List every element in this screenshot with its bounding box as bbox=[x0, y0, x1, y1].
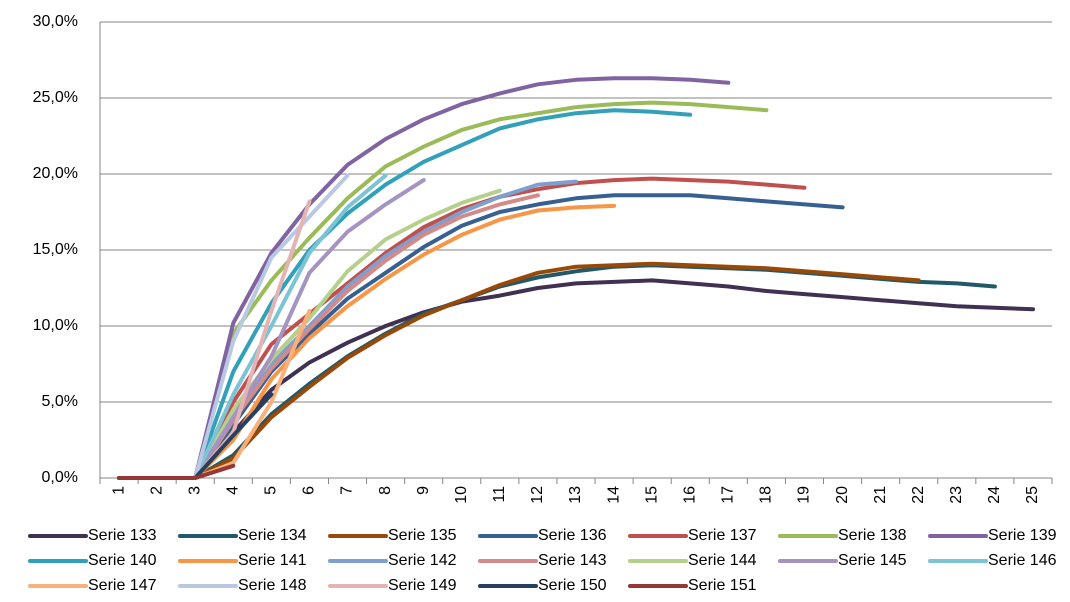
x-tick-label: 11 bbox=[491, 486, 508, 503]
series-line bbox=[117, 76, 731, 480]
legend-label: Serie 148 bbox=[238, 577, 307, 594]
legend-label: Serie 133 bbox=[88, 527, 157, 544]
x-tick-label: 18 bbox=[758, 486, 775, 504]
x-tick-label: 8 bbox=[377, 486, 394, 495]
legend-label: Serie 140 bbox=[88, 552, 157, 569]
legend-label: Serie 134 bbox=[238, 527, 307, 544]
x-tick-label: 25 bbox=[1024, 486, 1041, 504]
legend-label: Serie 142 bbox=[388, 552, 457, 569]
legend-label: Serie 136 bbox=[538, 527, 607, 544]
x-tick-label: 5 bbox=[263, 486, 280, 495]
y-tick-label: 30,0% bbox=[33, 13, 78, 30]
series-line bbox=[117, 278, 1035, 480]
x-tick-label: 24 bbox=[986, 486, 1003, 504]
x-tick-label: 23 bbox=[948, 486, 965, 504]
series-line bbox=[117, 108, 693, 480]
series-line bbox=[117, 463, 236, 480]
y-tick-label: 5,0% bbox=[42, 393, 78, 410]
legend-label: Serie 151 bbox=[688, 577, 757, 594]
x-tick-label: 13 bbox=[567, 486, 584, 504]
y-tick-label: 25,0% bbox=[33, 89, 78, 106]
x-tick-label: 14 bbox=[605, 486, 622, 504]
x-tick-label: 15 bbox=[643, 486, 660, 504]
series-line bbox=[117, 261, 921, 480]
legend-label: Serie 146 bbox=[988, 552, 1057, 569]
legend-label: Serie 150 bbox=[538, 577, 607, 594]
y-tick-label: 0,0% bbox=[42, 469, 78, 486]
series-line bbox=[117, 193, 845, 480]
y-tick-label: 10,0% bbox=[33, 317, 78, 334]
series-line bbox=[117, 176, 807, 480]
x-tick-label: 4 bbox=[224, 486, 241, 495]
legend-label: Serie 141 bbox=[238, 552, 307, 569]
x-tick-label: 3 bbox=[186, 486, 203, 495]
x-tick-label: 12 bbox=[529, 486, 546, 504]
x-tick-label: 16 bbox=[681, 486, 698, 504]
legend-label: Serie 143 bbox=[538, 552, 607, 569]
x-tick-label: 10 bbox=[453, 486, 470, 504]
x-tick-label: 1 bbox=[110, 486, 127, 495]
x-tick-label: 9 bbox=[415, 486, 432, 495]
y-tick-label: 15,0% bbox=[33, 241, 78, 258]
x-tick-label: 22 bbox=[910, 486, 927, 504]
x-tick-label: 19 bbox=[796, 486, 813, 504]
x-tick-label: 2 bbox=[148, 486, 165, 495]
legend-label: Serie 137 bbox=[688, 527, 757, 544]
x-tick-label: 6 bbox=[301, 486, 318, 495]
x-tick-label: 7 bbox=[339, 486, 356, 495]
x-tick-label: 20 bbox=[834, 486, 851, 504]
legend-label: Serie 139 bbox=[988, 527, 1057, 544]
x-tick-label: 17 bbox=[720, 486, 737, 504]
y-tick-label: 20,0% bbox=[33, 165, 78, 182]
legend-label: Serie 144 bbox=[688, 552, 757, 569]
series-line bbox=[117, 179, 578, 480]
legend-label: Serie 135 bbox=[388, 527, 457, 544]
legend-label: Serie 138 bbox=[838, 527, 907, 544]
x-tick-label: 21 bbox=[872, 486, 889, 504]
series-line bbox=[117, 193, 540, 480]
legend-label: Serie 145 bbox=[838, 552, 907, 569]
legend-label: Serie 147 bbox=[88, 577, 157, 594]
series-line bbox=[117, 203, 617, 480]
legend-label: Serie 149 bbox=[388, 577, 457, 594]
